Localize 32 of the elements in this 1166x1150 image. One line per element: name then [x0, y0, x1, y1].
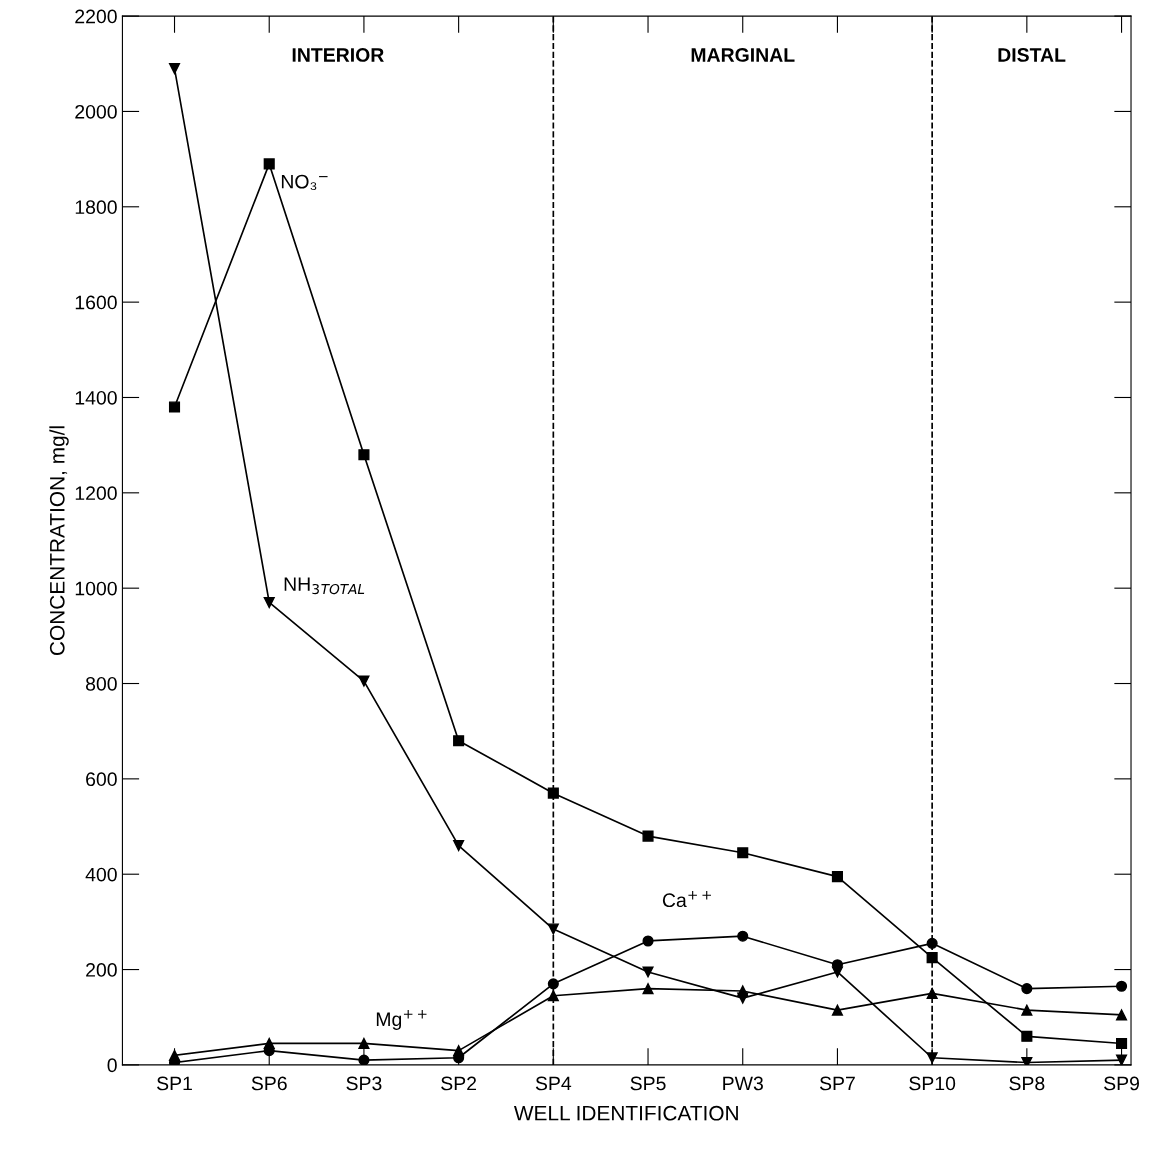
y-tick-label: 1400: [75, 390, 117, 405]
y-tick-label: 1800: [75, 200, 117, 215]
series-label: NO₃$^{−}$: [281, 174, 328, 191]
x-tick-label: PW3: [723, 1076, 763, 1091]
y-tick-label: 1200: [75, 486, 117, 501]
series-label: Ca$^{++}$: [662, 890, 711, 908]
x-tick-label: SP1: [157, 1076, 192, 1091]
y-axis-title: CONCENTRATION, mg/l: [49, 426, 69, 655]
x-tick-label: SP8: [1009, 1076, 1045, 1091]
annotation: MARGINAL: [691, 48, 795, 62]
y-tick-label: 2000: [75, 104, 117, 119]
annotation: INTERIOR: [292, 48, 384, 62]
y-tick-label: 400: [85, 867, 117, 882]
series-label: Mg$^{++}$: [376, 1009, 427, 1030]
x-tick-label: SP5: [630, 1076, 666, 1091]
series-label: NH$_{3TOTAL}$: [284, 577, 365, 595]
x-tick-label: SP4: [535, 1076, 572, 1091]
x-tick-label: SP2: [441, 1076, 477, 1091]
y-tick-label: 1000: [75, 581, 117, 596]
y-tick-label: 600: [86, 772, 117, 787]
x-axis-title: WELL IDENTIFICATION: [513, 1105, 738, 1121]
x-tick-label: SP9: [1104, 1076, 1139, 1091]
x-tick-label: SP10: [909, 1076, 956, 1091]
y-tick-label: 1600: [75, 295, 117, 310]
y-tick-label: 800: [85, 676, 117, 691]
y-tick-label: 0: [107, 1058, 117, 1073]
y-tick-label: 200: [86, 963, 117, 977]
x-tick-label: SP3: [346, 1076, 382, 1091]
x-tick-label: SP7: [819, 1076, 855, 1091]
x-tick-label: SP6: [251, 1076, 287, 1091]
annotation: DISTAL: [998, 48, 1066, 62]
y-tick-label: 2200: [75, 9, 117, 24]
